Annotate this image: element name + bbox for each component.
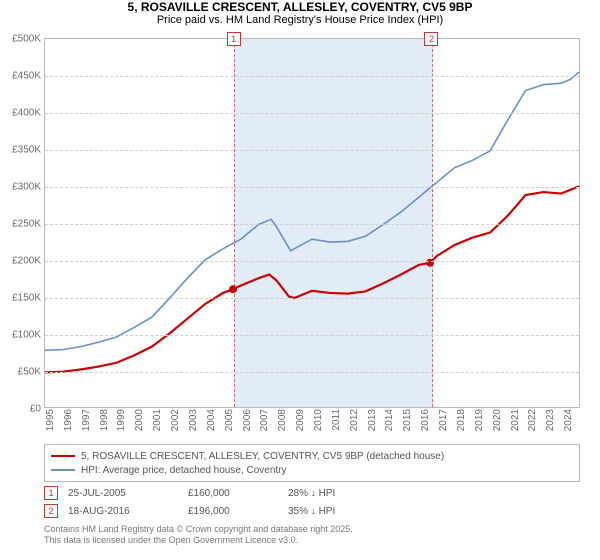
y-tick-label: £200K <box>12 256 41 267</box>
y-tick-label: £450K <box>12 71 41 82</box>
band-marker-1: 1 <box>227 32 241 46</box>
gridline-h <box>45 76 579 77</box>
gridline-h <box>45 261 579 262</box>
footer-line-1: Contains HM Land Registry data © Crown c… <box>44 524 580 535</box>
x-tick-label: 2006 <box>242 409 253 431</box>
y-tick-label: £100K <box>12 330 41 341</box>
x-tick-label: 2005 <box>224 409 235 431</box>
chart-svg <box>45 39 579 407</box>
sale-date-1: 25-JUL-2005 <box>68 488 178 499</box>
x-tick-label: 2024 <box>563 409 574 431</box>
sale-price-1: £160,000 <box>188 488 278 499</box>
x-tick-label: 2022 <box>527 409 538 431</box>
chart-title-line1: 5, ROSAVILLE CRESCENT, ALLESLEY, COVENTR… <box>0 0 600 14</box>
gridline-h <box>45 224 579 225</box>
y-tick-label: £0 <box>30 404 41 415</box>
legend-swatch-1 <box>51 455 75 457</box>
legend-label-2: HPI: Average price, detached house, Cove… <box>81 465 287 476</box>
gridline-h <box>45 113 579 114</box>
x-tick-label: 2004 <box>206 409 217 431</box>
gridline-h <box>45 187 579 188</box>
sale-dot-1 <box>229 285 237 293</box>
legend-swatch-2 <box>51 469 75 471</box>
x-tick-label: 2013 <box>367 409 378 431</box>
y-tick-label: £400K <box>12 108 41 119</box>
y-tick-label: £300K <box>12 182 41 193</box>
series-price_paid <box>45 186 579 372</box>
footer: Contains HM Land Registry data © Crown c… <box>44 524 580 546</box>
sale-dot-2 <box>426 259 434 267</box>
sale-hpi-1: 28% ↓ HPI <box>288 488 398 499</box>
y-tick-label: £50K <box>18 367 41 378</box>
legend-row-1: 5, ROSAVILLE CRESCENT, ALLESLEY, COVENTR… <box>51 449 573 463</box>
x-tick-label: 2001 <box>152 409 163 431</box>
legend-label-1: 5, ROSAVILLE CRESCENT, ALLESLEY, COVENTR… <box>81 451 444 462</box>
sale-hpi-2: 35% ↓ HPI <box>288 506 398 517</box>
sales-table: 1 25-JUL-2005 £160,000 28% ↓ HPI 2 18-AU… <box>44 484 580 520</box>
x-tick-label: 1995 <box>45 409 56 431</box>
x-tick-label: 2007 <box>259 409 270 431</box>
legend: 5, ROSAVILLE CRESCENT, ALLESLEY, COVENTR… <box>44 444 580 482</box>
x-tick-label: 2019 <box>474 409 485 431</box>
x-tick-label: 2012 <box>349 409 360 431</box>
x-tick-label: 2023 <box>545 409 556 431</box>
x-tick-label: 2015 <box>402 409 413 431</box>
x-tick-label: 2018 <box>456 409 467 431</box>
x-tick-label: 2014 <box>384 409 395 431</box>
y-tick-label: £500K <box>12 34 41 45</box>
gridline-h <box>45 372 579 373</box>
x-tick-label: 1998 <box>99 409 110 431</box>
x-tick-label: 1996 <box>63 409 74 431</box>
x-tick-label: 2008 <box>277 409 288 431</box>
gridline-h <box>45 298 579 299</box>
x-tick-label: 2016 <box>420 409 431 431</box>
x-tick-label: 2021 <box>510 409 521 431</box>
footer-line-2: This data is licensed under the Open Gov… <box>44 535 580 546</box>
sale-marker-2: 2 <box>44 504 58 518</box>
sale-price-2: £196,000 <box>188 506 278 517</box>
chart-title-line2: Price paid vs. HM Land Registry's House … <box>0 14 600 26</box>
x-tick-label: 2003 <box>188 409 199 431</box>
x-tick-label: 2017 <box>438 409 449 431</box>
gridline-h <box>45 150 579 151</box>
plot-area: £0£50K£100K£150K£200K£250K£300K£350K£400… <box>44 38 580 408</box>
y-tick-label: £150K <box>12 293 41 304</box>
sale-row-2: 2 18-AUG-2016 £196,000 35% ↓ HPI <box>44 502 580 520</box>
x-tick-label: 2000 <box>134 409 145 431</box>
sale-marker-1: 1 <box>44 486 58 500</box>
sale-row-1: 1 25-JUL-2005 £160,000 28% ↓ HPI <box>44 484 580 502</box>
band-marker-2: 2 <box>424 32 438 46</box>
x-tick-label: 1999 <box>116 409 127 431</box>
y-tick-label: £350K <box>12 145 41 156</box>
legend-row-2: HPI: Average price, detached house, Cove… <box>51 463 573 477</box>
x-tick-label: 2011 <box>331 409 342 431</box>
x-tick-label: 2010 <box>313 409 324 431</box>
x-tick-label: 1997 <box>81 409 92 431</box>
x-tick-label: 2020 <box>492 409 503 431</box>
gridline-h <box>45 335 579 336</box>
sale-date-2: 18-AUG-2016 <box>68 506 178 517</box>
chart-root: 5, ROSAVILLE CRESCENT, ALLESLEY, COVENTR… <box>0 0 600 560</box>
y-tick-label: £250K <box>12 219 41 230</box>
x-tick-label: 2009 <box>295 409 306 431</box>
x-tick-label: 2002 <box>170 409 181 431</box>
